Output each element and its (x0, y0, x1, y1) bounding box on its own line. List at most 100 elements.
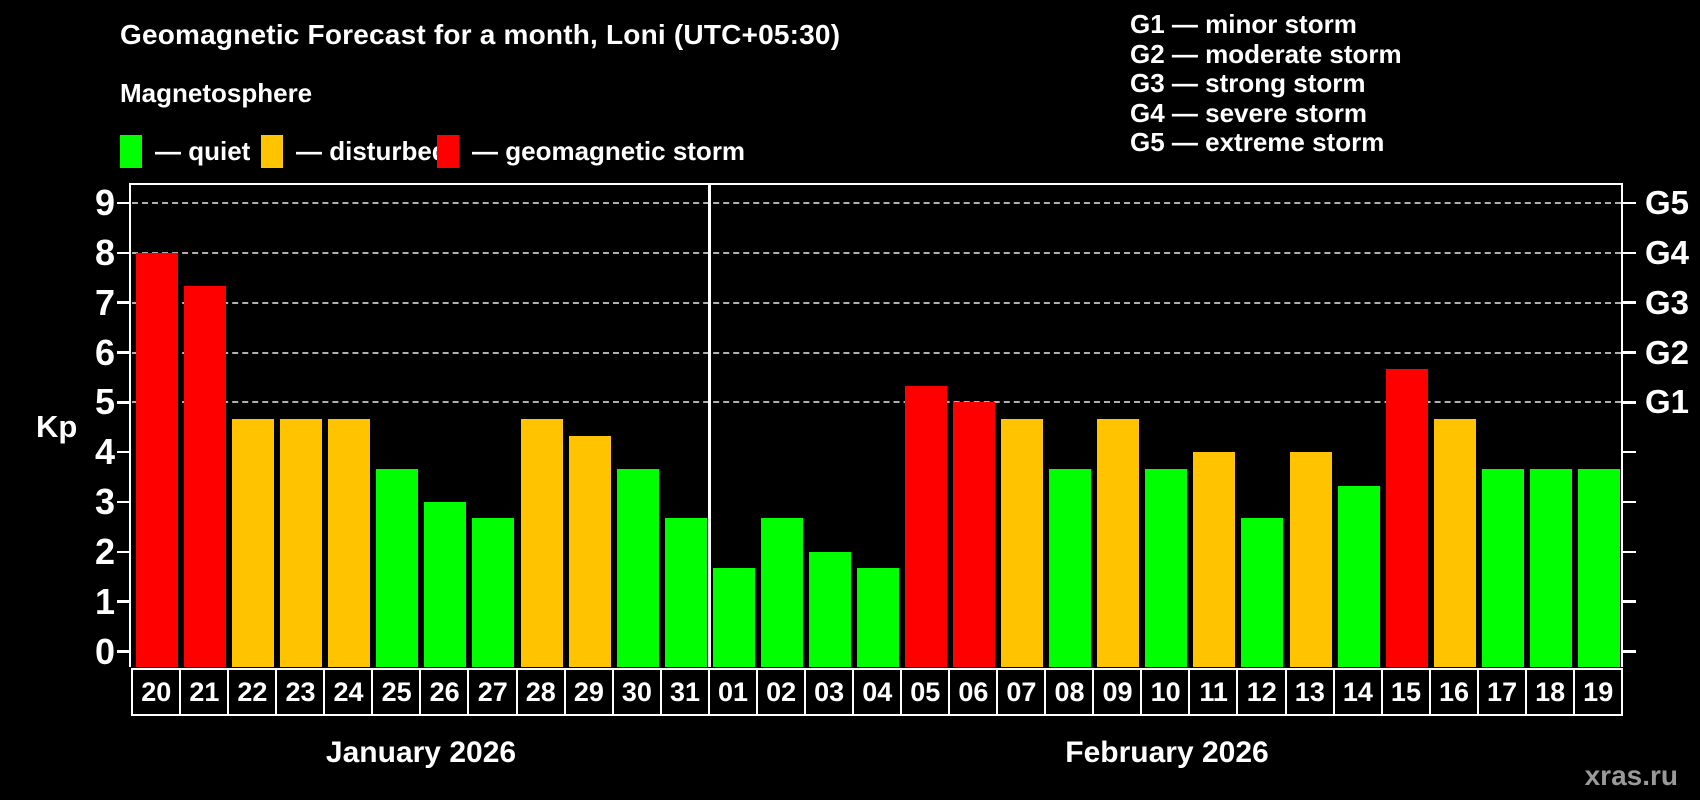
date-cell: 24 (323, 668, 374, 716)
right-axis-tick (1623, 600, 1636, 603)
legend-label: — disturbed (296, 135, 448, 166)
y-tick-label: 1 (94, 580, 115, 622)
date-cell: 18 (1524, 668, 1576, 716)
gridline-kp9 (132, 202, 1621, 205)
kp-bar (760, 518, 803, 667)
kp-bar (184, 286, 227, 667)
date-cell: 02 (755, 668, 807, 716)
month-separator (708, 185, 712, 667)
disturbed-color-swatch (261, 134, 283, 168)
kp-bar (712, 568, 755, 667)
kp-bar (1337, 485, 1380, 667)
g-scale-tick-label: G1 (1645, 383, 1690, 421)
g-scale-tick-label: G2 (1645, 333, 1690, 371)
date-cell: 11 (1188, 668, 1239, 716)
kp-bar (664, 518, 707, 667)
date-cell: 01 (707, 668, 759, 716)
kp-bar (905, 385, 948, 667)
storm-color-swatch (437, 134, 459, 168)
date-cell: 03 (803, 668, 855, 716)
kp-bar (472, 518, 515, 667)
date-cell: 12 (1236, 668, 1288, 716)
date-cell: 25 (371, 668, 422, 716)
legend-label: — quiet (155, 135, 251, 166)
right-axis-tick (1623, 301, 1636, 304)
y-axis-label: Kp (36, 409, 78, 444)
y-tick-label: 7 (94, 281, 115, 323)
y-axis-tick (117, 401, 129, 404)
date-cell: 19 (1572, 668, 1624, 716)
kp-bar (1289, 452, 1332, 667)
y-axis-tick (117, 301, 129, 304)
gridline-kp8 (132, 251, 1621, 254)
kp-bar (616, 468, 659, 667)
g-legend-line: G1 — minor storm (1130, 9, 1357, 39)
date-cell: 14 (1332, 668, 1384, 716)
kp-bar (1481, 468, 1524, 667)
date-cell: 08 (1044, 668, 1095, 716)
y-tick-label: 2 (94, 530, 115, 572)
date-cell: 30 (611, 668, 663, 716)
date-cell: 27 (467, 668, 518, 716)
legend-item-storm: — geomagnetic storm (437, 134, 745, 168)
date-cell: 06 (948, 668, 999, 716)
y-tick-label: 6 (94, 331, 115, 373)
right-axis-tick (1623, 401, 1636, 404)
gridline-kp5 (132, 401, 1621, 404)
page-title: Geomagnetic Forecast for a month, Loni (… (120, 19, 841, 50)
y-axis-tick (117, 500, 129, 504)
kp-bar (856, 568, 899, 667)
date-cell: 07 (996, 668, 1047, 716)
y-tick-label: 3 (94, 481, 115, 522)
legend-item-quiet: — quiet (120, 134, 250, 168)
kp-bar (424, 502, 467, 667)
date-cell: 10 (1140, 668, 1191, 716)
date-cell: 26 (419, 668, 470, 716)
right-axis-tick (1623, 550, 1636, 554)
kp-bar (1577, 468, 1620, 667)
g-legend-line: G4 — severe storm (1130, 97, 1368, 128)
g-legend-line: G5 — extreme storm (1130, 127, 1385, 158)
date-cell: 17 (1476, 668, 1528, 716)
kp-bar (1433, 418, 1476, 667)
y-axis-tick (117, 600, 129, 603)
kp-bar (1193, 452, 1236, 667)
kp-bar (1049, 468, 1092, 667)
y-axis-tick (117, 450, 129, 454)
y-tick-label: 5 (94, 381, 115, 423)
y-tick-label: 4 (94, 431, 115, 473)
month-label-january: January 2026 (325, 736, 517, 769)
g-scale-legend: G1 — minor storm G2 — moderate storm G3 … (1130, 9, 1402, 158)
legend-label: — geomagnetic storm (472, 135, 746, 166)
right-axis-tick (1623, 650, 1636, 653)
kp-bar (808, 551, 851, 667)
g-scale-tick-label: G3 (1645, 283, 1690, 321)
date-cell: 22 (227, 668, 278, 716)
kp-bar (568, 435, 611, 667)
kp-bar (136, 252, 178, 667)
date-cell: 05 (900, 668, 951, 716)
right-axis-tick (1623, 351, 1636, 354)
date-cell: 13 (1284, 668, 1336, 716)
magnetosphere-subtitle: Magnetosphere (120, 78, 313, 108)
date-cell: 20 (131, 668, 182, 716)
gridline-kp7 (132, 301, 1621, 304)
right-axis-tick (1623, 500, 1636, 504)
kp-bar (953, 402, 996, 667)
y-tick-label: 0 (94, 630, 115, 672)
g-scale-tick-label: G5 (1645, 184, 1690, 222)
legend-item-disturbed: — disturbed (261, 134, 448, 168)
plot-area (129, 183, 1623, 667)
y-axis-tick (117, 251, 129, 255)
kp-bar (1001, 418, 1044, 667)
y-axis-tick (117, 650, 129, 653)
date-cell: 16 (1428, 668, 1480, 716)
kp-bar (232, 418, 275, 667)
date-cell: 09 (1092, 668, 1143, 716)
right-axis-tick (1623, 251, 1636, 255)
date-cell: 23 (275, 668, 326, 716)
date-cell: 04 (851, 668, 903, 716)
kp-bar (1385, 368, 1428, 667)
watermark: xras.ru (1584, 760, 1678, 791)
